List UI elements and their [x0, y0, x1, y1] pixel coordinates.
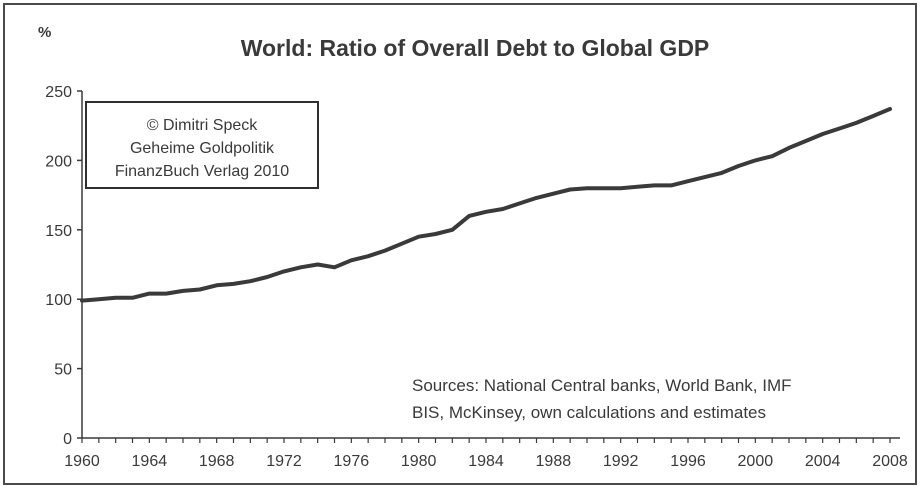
x-tick-label: 1996: [670, 453, 706, 470]
sources-line-2: BIS, McKinsey, own calculations and esti…: [412, 403, 766, 422]
x-tick-label: 2000: [738, 453, 774, 470]
x-tick-label: 1976: [334, 453, 370, 470]
x-tick-label: 2004: [805, 453, 841, 470]
y-tick-label: 100: [45, 292, 72, 309]
x-tick-labels: 1960 1964 1968 1972 1976 1980 1984 1988 1992 1996…: [64, 453, 908, 470]
y-tick-label: 250: [45, 84, 72, 101]
axes: [77, 90, 900, 443]
y-unit-label: %: [38, 24, 51, 41]
y-tick-label: 50: [54, 362, 72, 379]
x-tick-label: 1964: [132, 453, 168, 470]
y-tick-label: 150: [45, 223, 72, 240]
y-tick-label: 0: [63, 431, 72, 448]
y-tick-label: 200: [45, 153, 72, 170]
x-tick-label: 1988: [536, 453, 572, 470]
x-tick-label: 1960: [64, 453, 100, 470]
x-tick-label: 2008: [872, 453, 908, 470]
sources-line-1: Sources: National Central banks, World B…: [412, 376, 792, 395]
credit-line-3: FinanzBuch Verlag 2010: [115, 163, 289, 180]
x-tick-label: 1992: [603, 453, 639, 470]
x-tick-label: 1980: [401, 453, 437, 470]
series-line-debt-ratio: [80, 107, 892, 303]
credit-line-2: Geheime Goldpolitik: [130, 140, 275, 157]
chart-frame: [3, 3, 917, 485]
x-tick-label: 1984: [468, 453, 504, 470]
x-tick-label: 1968: [199, 453, 235, 470]
chart-title: World: Ratio of Overall Debt to Global G…: [241, 35, 710, 61]
credit-box: © Dimitri Speck Geheime Goldpolitik Fina…: [85, 101, 319, 189]
credit-box-border: [85, 101, 319, 189]
credit-line-1: © Dimitri Speck: [147, 117, 258, 134]
x-tick-label: 1972: [266, 453, 302, 470]
y-tick-labels: 0 50 100 150 200 250: [45, 84, 72, 448]
